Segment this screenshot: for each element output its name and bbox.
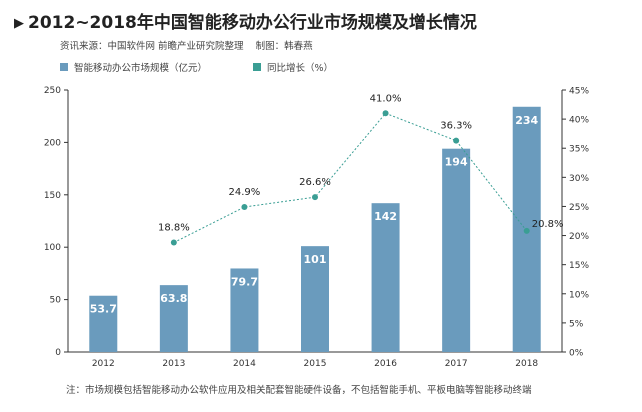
- left-tick-label: 50: [50, 296, 62, 306]
- bar-value-label: 101: [304, 253, 327, 266]
- left-tick-label: 0: [55, 348, 61, 358]
- right-tick-label: 5%: [569, 319, 584, 329]
- right-tick-label: 10%: [569, 290, 589, 300]
- source-line: 资讯来源：中国软件网 前瞻产业研究院整理 制图：韩春燕: [60, 38, 313, 52]
- bar: [159, 285, 188, 352]
- x-tick-label: 2015: [304, 359, 327, 369]
- left-tick-label: 100: [44, 243, 61, 253]
- x-tick-label: 2012: [92, 359, 115, 369]
- x-tick-label: 2013: [162, 359, 185, 369]
- bar: [89, 295, 118, 352]
- growth-value-label: 41.0%: [370, 93, 402, 104]
- growth-point: [453, 137, 460, 144]
- left-tick-label: 250: [44, 86, 61, 96]
- right-tick-label: 0%: [569, 349, 584, 359]
- x-tick-label: 2016: [374, 359, 397, 369]
- growth-value-label: 26.6%: [299, 177, 331, 188]
- bar-value-label: 53.7: [90, 303, 117, 316]
- legend-swatch-line: [253, 63, 262, 71]
- growth-point: [382, 110, 389, 117]
- legend-label-line: 同比增长（%）: [267, 63, 334, 74]
- growth-point: [170, 239, 177, 246]
- legend-item-bar: 智能移动办公市场规模（亿元）: [60, 60, 207, 74]
- growth-value-label: 24.9%: [229, 187, 261, 198]
- right-tick-label: 35%: [569, 145, 589, 155]
- right-tick-label: 40%: [569, 116, 589, 126]
- growth-value-label: 20.8%: [532, 219, 564, 230]
- bar-value-label: 79.7: [231, 275, 258, 288]
- bar: [371, 203, 400, 352]
- right-tick-label: 20%: [569, 232, 589, 242]
- bar-value-label: 234: [515, 114, 538, 127]
- bar-value-label: 63.8: [160, 292, 187, 305]
- source-text: 资讯来源：中国软件网 前瞻产业研究院整理: [60, 41, 244, 52]
- legend: 智能移动办公市场规模（亿元） 同比增长（%）: [60, 60, 333, 74]
- bar-value-label: 142: [374, 210, 397, 223]
- chart-title: 2012~2018年中国智能移动办公行业市场规模及增长情况: [28, 13, 477, 33]
- legend-item-line: 同比增长（%）: [253, 60, 333, 74]
- growth-point: [241, 204, 248, 211]
- title-marker-icon: ▶: [14, 16, 24, 31]
- legend-label-bar: 智能移动办公市场规模（亿元）: [74, 63, 208, 74]
- legend-swatch-bar: [60, 63, 68, 71]
- bar: [442, 148, 471, 352]
- right-tick-label: 15%: [569, 261, 589, 271]
- author-text: 制图：韩春燕: [255, 41, 313, 52]
- bar: [301, 246, 329, 352]
- x-tick-label: 2017: [445, 359, 468, 369]
- growth-value-label: 36.3%: [440, 121, 472, 132]
- footnote: 注：市场规模包括智能移动办公软件应用及相关配套智能硬件设备，不包括智能手机、平板…: [66, 385, 532, 396]
- right-tick-label: 25%: [569, 203, 589, 213]
- right-tick-label: 30%: [569, 174, 589, 184]
- chart-title-block: ▶ 2012~2018年中国智能移动办公行业市场规模及增长情况: [14, 8, 477, 33]
- right-tick-label: 45%: [569, 87, 589, 97]
- x-tick-label: 2018: [515, 359, 538, 369]
- growth-point: [523, 227, 530, 234]
- growth-point: [312, 194, 318, 201]
- bar: [230, 268, 259, 352]
- left-tick-label: 200: [44, 138, 61, 148]
- growth-line: [173, 112, 528, 243]
- growth-value-label: 18.8%: [158, 223, 190, 234]
- bar-value-label: 194: [445, 156, 468, 169]
- x-tick-label: 2014: [233, 359, 256, 369]
- left-tick-label: 150: [44, 191, 61, 201]
